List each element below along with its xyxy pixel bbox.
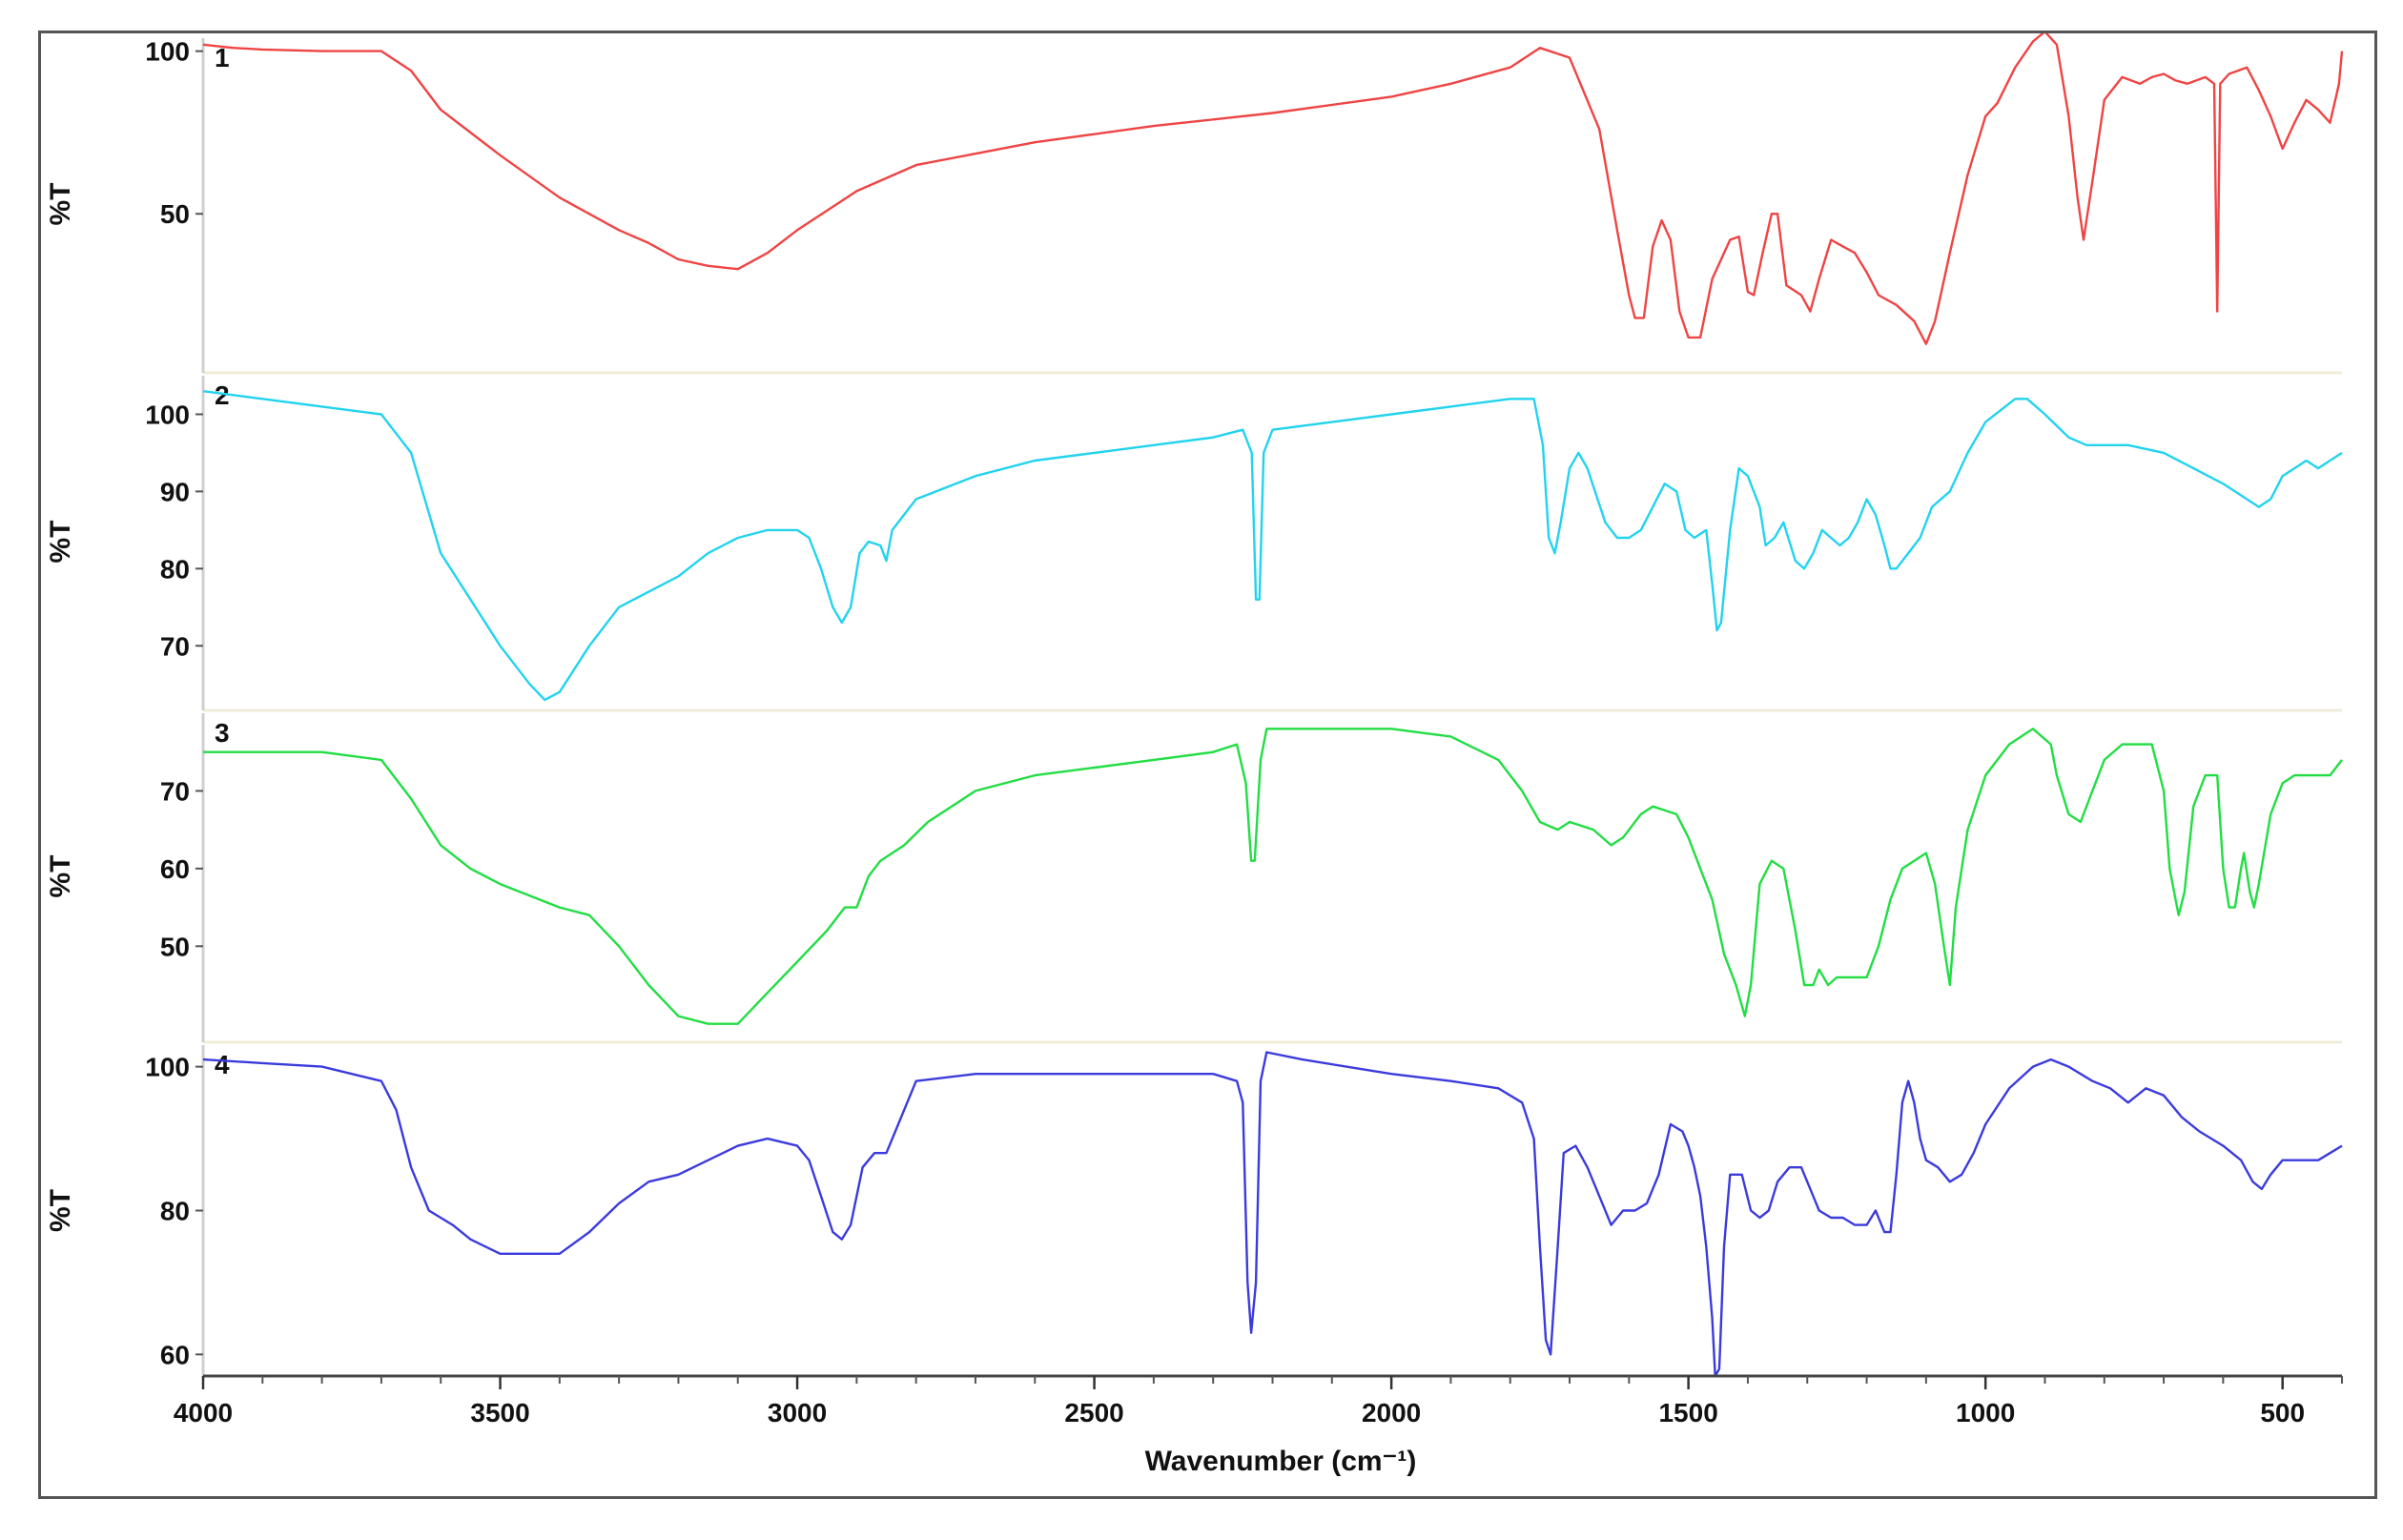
spectrum-panels: 50 100 %T 1 70 80 90 100 %T 2 50 60 70 %T 3 60 80 100 %T 4	[45, 33, 2344, 1379]
x-tick-label: 2000	[1362, 1398, 1421, 1427]
spectrum-trace-1	[202, 33, 2344, 345]
y-axis-title: %T	[45, 183, 76, 226]
y-tick-label: 100	[145, 37, 190, 67]
spectrum-trace-4	[202, 1051, 2343, 1378]
y-tick-label: 50	[160, 932, 190, 961]
y-tick-label: 70	[160, 631, 190, 661]
y-tick-label: 50	[160, 199, 190, 229]
y-tick-label: 70	[160, 776, 190, 806]
y-tick-label: 100	[145, 400, 190, 429]
y-tick-label: 90	[160, 477, 190, 506]
x-tick-label: 1500	[1658, 1398, 1717, 1427]
x-tick-label: 3500	[470, 1398, 529, 1427]
x-tick-label: 3000	[768, 1398, 827, 1427]
x-tick-label: 500	[2260, 1398, 2305, 1427]
x-tick-label: 4000	[174, 1398, 233, 1427]
panel-number-label: 2	[215, 380, 230, 410]
y-tick-label: 100	[145, 1053, 190, 1082]
chart-frame: 50 100 %T 1 70 80 90 100 %T 2 50 60 70 %T 3 60 80 100 %T 4 …	[38, 31, 2377, 1499]
y-axis-title: %T	[45, 855, 76, 898]
spectrum-panel-2: 70 80 90 100 %T 2	[45, 376, 2343, 712]
y-tick-label: 80	[160, 554, 190, 584]
panel-number-label: 3	[215, 718, 230, 748]
x-tick-label: 2500	[1064, 1398, 1123, 1427]
x-axis-title: Wavenumber (cm⁻¹)	[1145, 1446, 1417, 1477]
spectrum-panel-3: 50 60 70 %T 3	[45, 713, 2343, 1044]
y-tick-label: 80	[160, 1197, 190, 1226]
spectrum-panel-4: 60 80 100 %T 4	[45, 1045, 2343, 1379]
y-axis-title: %T	[45, 521, 76, 564]
y-tick-label: 60	[160, 854, 190, 884]
panel-number-label: 1	[215, 43, 230, 72]
spectrum-panel-1: 50 100 %T 1	[45, 33, 2344, 375]
ir-spectra-chart: 50100%T1708090100%T2506070%T36080100%T4 …	[45, 33, 2344, 1477]
spectrum-trace-2	[202, 390, 2343, 702]
x-tick-label: 1000	[1956, 1398, 2015, 1427]
spectrum-trace-3	[203, 728, 2343, 1025]
x-axis: 4000 3500 3000 2500 2000 1500 1000 500	[174, 1374, 2343, 1427]
y-axis-title: %T	[45, 1189, 76, 1232]
panel-number-label: 4	[215, 1050, 230, 1079]
y-tick-label: 60	[160, 1340, 190, 1369]
